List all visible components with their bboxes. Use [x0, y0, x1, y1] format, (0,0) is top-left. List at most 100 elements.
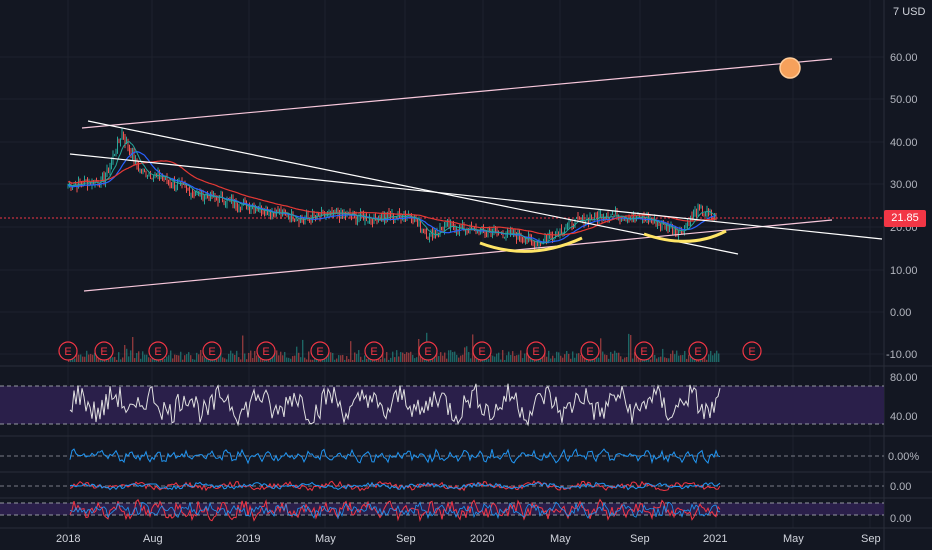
- volume-bar: [498, 352, 500, 362]
- volume-bar: [184, 355, 186, 362]
- earnings-marker[interactable]: [418, 341, 438, 361]
- volume-bar: [302, 339, 304, 362]
- volume-bar: [604, 354, 606, 362]
- volume-bar: [562, 357, 564, 362]
- volume-bar: [650, 359, 652, 362]
- macd-signal-line: [69, 481, 721, 491]
- volume-bar: [78, 354, 80, 362]
- volume-bar: [292, 356, 294, 362]
- volume-bar: [634, 351, 636, 362]
- volume-bar: [220, 350, 222, 362]
- volume-bar: [248, 352, 250, 362]
- volume-bar: [338, 355, 340, 362]
- volume-bar: [332, 352, 334, 362]
- volume-bar: [676, 350, 678, 362]
- volume-bar: [198, 354, 200, 362]
- price-target-marker[interactable]: [779, 57, 801, 79]
- earnings-marker[interactable]: [688, 341, 708, 361]
- volume-bar: [350, 341, 352, 362]
- volume-bar: [144, 354, 146, 362]
- base-highlight-right[interactable]: [643, 229, 727, 243]
- trendline-long[interactable]: [69, 153, 883, 240]
- volume-bar: [664, 357, 666, 362]
- time-tick-2019: 2019: [236, 533, 260, 545]
- earnings-marker[interactable]: [310, 341, 330, 361]
- volume-bar: [340, 355, 342, 362]
- volume-bar: [172, 358, 174, 362]
- trendline-steep[interactable]: [87, 120, 739, 255]
- volume-bar: [582, 355, 584, 362]
- volume-bar: [630, 335, 632, 362]
- earnings-marker[interactable]: [634, 341, 654, 361]
- volume-bar: [658, 357, 660, 362]
- volume-bar: [90, 353, 92, 362]
- volume-bar: [564, 354, 566, 362]
- volume-bar: [390, 357, 392, 362]
- earnings-marker[interactable]: [58, 341, 78, 361]
- volume-bar: [614, 350, 616, 362]
- volume-bar: [342, 354, 344, 362]
- volume-bar: [316, 359, 318, 362]
- volume-bar: [710, 350, 712, 362]
- earnings-marker[interactable]: [364, 341, 384, 361]
- earnings-marker-label: E: [424, 346, 431, 358]
- currency-selector[interactable]: 7 USD: [893, 6, 925, 18]
- time-tick-may-2019: May: [315, 533, 336, 545]
- volume-bar: [414, 358, 416, 362]
- volume-bar: [600, 338, 602, 362]
- volume-bar: [446, 358, 448, 362]
- volume-bar: [524, 353, 526, 362]
- time-axis[interactable]: 2018 Aug 2019 May Sep 2020 May Sep 2021 …: [56, 533, 881, 545]
- time-tick-sep-2020: Sep: [630, 533, 650, 545]
- volume-bar: [74, 358, 76, 362]
- volume-bar: [700, 359, 702, 362]
- volume-bar: [148, 357, 150, 362]
- earnings-marker[interactable]: [148, 341, 168, 361]
- earnings-marker-label: E: [532, 346, 539, 358]
- earnings-marker[interactable]: [256, 341, 276, 361]
- channel-lower-line[interactable]: [83, 219, 833, 292]
- price-tick-10: 10.00: [890, 265, 918, 277]
- volume-bar: [502, 350, 504, 362]
- volume-bar: [286, 357, 288, 362]
- volume-bar: [186, 354, 188, 362]
- volume-bar: [284, 351, 286, 362]
- price-axis[interactable]: 60.00 50.00 40.00 30.00 20.00 10.00 0.00…: [886, 52, 918, 361]
- volume-bar: [544, 350, 546, 362]
- volume-bar: [454, 351, 456, 362]
- volume-bar: [134, 358, 136, 362]
- earnings-marker-label: E: [748, 346, 755, 358]
- macd-tick-0: 0.00: [890, 481, 911, 493]
- volume-bar: [346, 356, 348, 362]
- volume-bar: [690, 354, 692, 362]
- channel-upper-line[interactable]: [81, 58, 833, 129]
- price-tick-50: 50.00: [890, 94, 918, 106]
- volume-bar: [80, 354, 82, 362]
- time-tick-sep-2021: Sep: [861, 533, 881, 545]
- volume-bar: [652, 350, 654, 362]
- base-highlight-left[interactable]: [479, 236, 583, 253]
- volume-bar: [328, 351, 330, 362]
- volume-bar: [126, 348, 128, 362]
- volume-bar: [408, 352, 410, 362]
- volume-bar: [448, 350, 450, 362]
- earnings-marker[interactable]: [526, 341, 546, 361]
- volume-bar: [222, 357, 224, 362]
- volume-bar: [242, 335, 244, 362]
- volume-bar: [504, 359, 506, 362]
- earnings-marker[interactable]: [472, 341, 492, 361]
- volume-bar: [558, 352, 560, 362]
- earnings-marker-label: E: [64, 346, 71, 358]
- volume-bar: [680, 355, 682, 362]
- volume-bar: [568, 353, 570, 362]
- volume-bar: [310, 359, 312, 362]
- volume-bar: [382, 352, 384, 362]
- earnings-marker[interactable]: [580, 341, 600, 361]
- earnings-marker[interactable]: [742, 341, 762, 361]
- earnings-marker[interactable]: [202, 341, 222, 361]
- volume-bar: [458, 357, 460, 362]
- earnings-marker[interactable]: [94, 341, 114, 361]
- earnings-marker-label: E: [262, 346, 269, 358]
